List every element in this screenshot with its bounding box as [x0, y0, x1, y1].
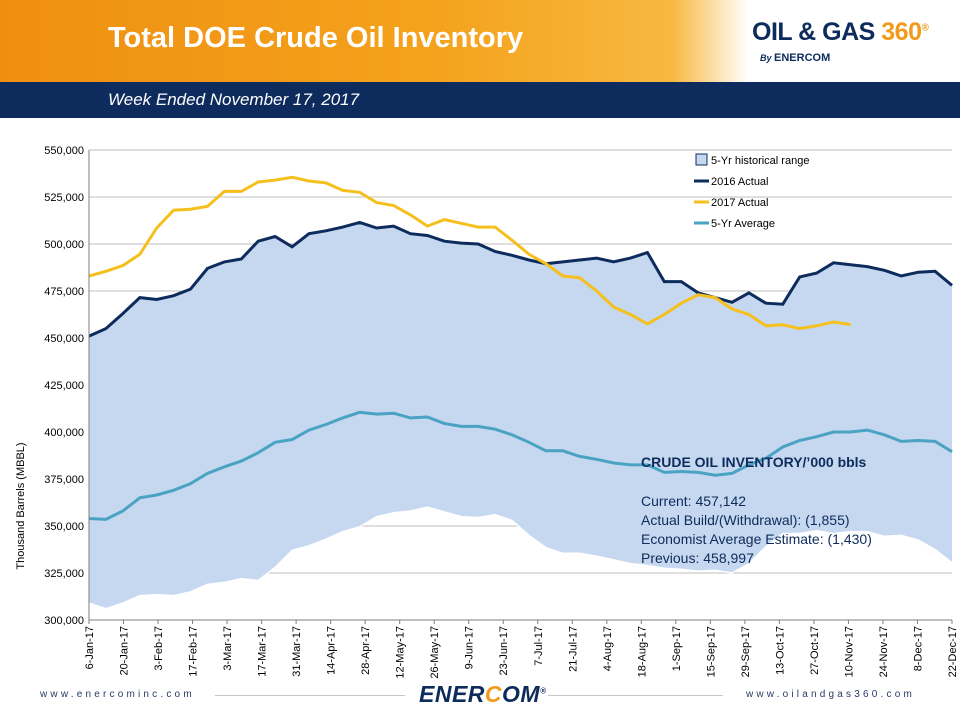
y-axis-label: Thousand Barrels (MBBL): [15, 442, 27, 569]
footer-brand-1: ENER: [419, 681, 485, 707]
x-tick-label: 28-Apr-17: [360, 626, 372, 675]
logo-reg: ®: [921, 22, 929, 34]
y-tick-label: 375,000: [44, 474, 84, 486]
y-tick-label: 525,000: [44, 192, 84, 204]
legend-label: 5-Yr Average: [711, 218, 775, 230]
y-tick-label: 425,000: [44, 380, 84, 392]
annotation-heading: CRUDE OIL INVENTORY/’000 bbls: [641, 454, 867, 470]
annotation-current: Current: 457,142: [641, 493, 746, 509]
footer-divider-left: [215, 695, 405, 696]
legend-label: 2017 Actual: [711, 197, 769, 209]
y-tick-label: 500,000: [44, 239, 84, 251]
header-banner: Total DOE Crude Oil Inventory OIL & GAS …: [0, 0, 960, 82]
logo-prefix: OIL & GAS: [752, 18, 882, 46]
chart-legend: 5-Yr historical range 2016 Actual 2017 Act…: [694, 153, 809, 230]
x-tick-label: 12-May-17: [395, 626, 407, 679]
footer-brand-2: OM: [502, 681, 541, 707]
historical-range-area: [89, 222, 952, 609]
chart-axes: 300,000 325,000 350,000 375,000 400,000 425,0…: [44, 145, 959, 679]
footer-brand-reg: ®: [540, 686, 547, 696]
x-tick-label: 6-Jan-17: [84, 626, 96, 669]
y-tick-label: 475,000: [44, 286, 84, 298]
x-tick-label: 14-Apr-17: [326, 626, 338, 675]
x-tick-label: 29-Sep-17: [740, 626, 752, 677]
x-tick-label: 18-Aug-17: [636, 626, 648, 677]
x-tick-label: 23-Jun-17: [498, 626, 510, 676]
legend-label: 5-Yr historical range: [711, 155, 809, 167]
x-tick-label: 1-Sep-17: [671, 626, 683, 671]
annotation-build: Actual Build/(Withdrawal): (1,855): [641, 512, 850, 528]
y-tick-label: 550,000: [44, 145, 84, 157]
x-tick-label: 7-Jul-17: [533, 626, 545, 666]
x-tick-label: 3-Feb-17: [153, 626, 165, 671]
logo-byline: By ENERCOM: [760, 52, 830, 64]
x-tick-label: 9-Jun-17: [464, 626, 476, 669]
annotation-previous: Previous: 458,997: [641, 550, 754, 566]
x-tick-label: 8-Dec-17: [912, 626, 924, 671]
series-5yr-average-line: [88, 410, 953, 521]
series-2017-actual-line: [88, 175, 851, 331]
x-tick-label: 27-Oct-17: [809, 626, 821, 675]
x-tick-label: 21-Jul-17: [567, 626, 579, 672]
x-tick-label: 22-Dec-17: [947, 626, 959, 677]
y-tick-label: 350,000: [44, 521, 84, 533]
logo-brand: ENERCOM: [774, 52, 831, 64]
x-tick-label: 17-Feb-17: [188, 626, 200, 677]
footer-divider-right: [548, 695, 723, 696]
historical-range-low-line: [88, 506, 953, 610]
y-tick-label: 400,000: [44, 427, 84, 439]
x-tick-label: 3-Mar-17: [222, 626, 234, 671]
footer-link-oilandgas360[interactable]: www.oilandgas360.com: [745, 689, 915, 700]
annotation-estimate: Economist Average Estimate: (1,430): [641, 531, 872, 547]
x-tick-label: 17-Mar-17: [257, 626, 269, 677]
logo-number: 360: [881, 18, 922, 46]
logo-by: By: [760, 53, 775, 63]
page-title: Total DOE Crude Oil Inventory: [108, 22, 524, 54]
footer-brand-sun: C: [484, 681, 503, 707]
page-subtitle: Week Ended November 17, 2017: [108, 90, 360, 109]
y-tick-label: 300,000: [44, 615, 84, 627]
legend-swatch-range: [695, 153, 708, 166]
x-tick-label: 26-May-17: [429, 626, 441, 679]
inventory-annotation: CRUDE OIL INVENTORY/’000 bbls Current: 4…: [641, 454, 872, 566]
x-tick-label: 4-Aug-17: [602, 626, 614, 671]
oil-gas-360-logo: OIL & GAS 360® By ENERCOM: [752, 18, 952, 68]
x-tick-label: 20-Jan-17: [119, 626, 131, 676]
x-tick-label: 24-Nov-17: [878, 626, 890, 677]
x-tick-label: 10-Nov-17: [843, 626, 855, 677]
series-2016-actual-line: [88, 220, 953, 338]
x-tick-label: 13-Oct-17: [774, 626, 786, 675]
y-tick-label: 450,000: [44, 333, 84, 345]
legend-label: 2016 Actual: [711, 176, 769, 188]
enercom-footer-logo: ENERCOM®: [419, 681, 547, 708]
inventory-chart: 300,000 325,000 350,000 375,000 400,000 425,0…: [15, 145, 959, 679]
footer-link-enercominc[interactable]: www.enercominc.com: [40, 689, 195, 700]
x-tick-label: 31-Mar-17: [291, 626, 303, 677]
subtitle-bar: Week Ended November 17, 2017: [0, 82, 960, 118]
y-tick-label: 325,000: [44, 568, 84, 580]
x-tick-label: 15-Sep-17: [705, 626, 717, 677]
